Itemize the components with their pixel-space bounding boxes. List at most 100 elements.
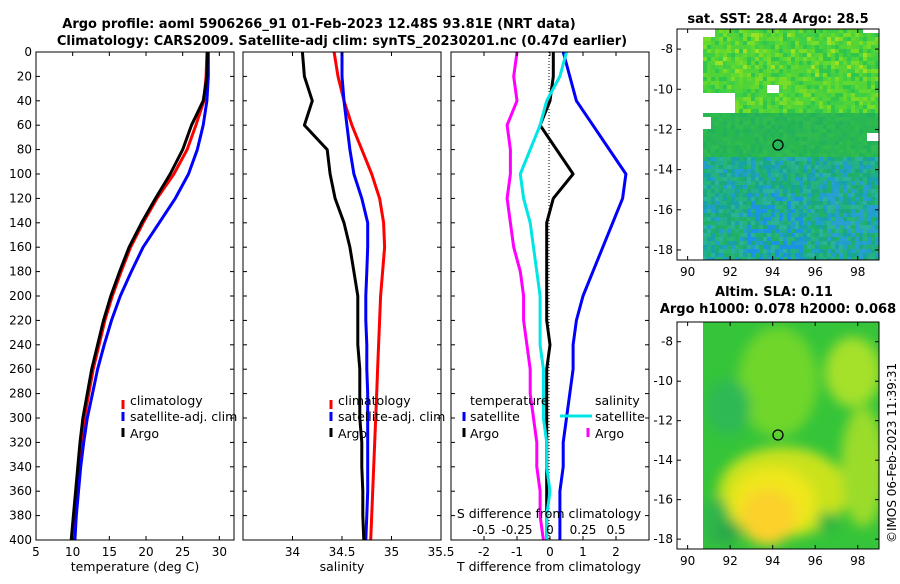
legend-argo: Argo: [130, 426, 159, 441]
s-diff-axis-label: S difference from climatology: [457, 506, 642, 521]
title-line-2: Climatology: CARS2009. Satellite-adj cli…: [57, 34, 627, 49]
depth-tick-label: 180: [9, 265, 32, 279]
lat-tick-label: -12: [653, 122, 673, 136]
x-tick-label: 25: [175, 545, 190, 559]
sst-heatmap: [703, 29, 879, 260]
lon-tick-label: 92: [723, 554, 738, 568]
legend-salinity-title: salinity: [595, 393, 640, 408]
salinity-panel: 34 34.5 35 35.5 salinity climatology satell…: [242, 51, 455, 574]
depth-tick-label: 240: [9, 338, 32, 352]
legend-argo: Argo: [338, 426, 367, 441]
t-diff-axis-label: T difference from climatology: [456, 559, 642, 574]
series-climatology: [71, 52, 209, 540]
legend-t-satellite: satellite: [470, 409, 520, 424]
title-line-1: Argo profile: aoml 5906266_91 01-Feb-202…: [62, 17, 575, 32]
sst-map-title: sat. SST: 28.4 Argo: 28.5: [687, 12, 868, 27]
depth-tick-label: 40: [17, 94, 32, 108]
lat-tick-label: -14: [653, 453, 673, 467]
imos-watermark: ©IMOS 06-Feb-2023 11:39:31: [885, 363, 899, 543]
sla-map-title-2: Argo h1000: 0.078 h2000: 0.068: [660, 302, 896, 317]
legend-temperature-title: temperature: [470, 393, 549, 408]
x-tick-label: 15: [102, 545, 117, 559]
series-salinity-argo: [505, 52, 545, 540]
lat-tick-label: -8: [661, 335, 673, 349]
x-tick-label: 35: [384, 545, 399, 559]
s-tick-label: -0.25: [501, 523, 532, 537]
lat-tick-label: -10: [653, 82, 673, 96]
depth-tick-label: 300: [9, 411, 32, 425]
lon-tick-label: 98: [850, 265, 865, 279]
legend-climatology: climatology: [338, 393, 411, 408]
depth-tick-label: 200: [9, 289, 32, 303]
legend-satellite-adj: satellite-adj. clim: [338, 409, 445, 424]
s-tick-label: 0.5: [606, 523, 625, 537]
argo-marker: [772, 139, 784, 151]
x-tick-label: 34.5: [329, 545, 356, 559]
temperature-panel: 0 20 40 60 80 100 120 140 160 180 200 220 240 260 280 3…: [9, 45, 237, 574]
x-tick-label: 1: [579, 545, 587, 559]
lat-tick-label: -16: [653, 493, 673, 507]
depth-tick-label: 0: [24, 45, 32, 59]
x-tick-label: 0: [546, 545, 554, 559]
s-tick-label: 0.25: [570, 523, 597, 537]
salinity-legend: climatology satellite-adj. clim Argo: [329, 393, 445, 441]
x-tick-label: -2: [478, 545, 490, 559]
legend-s-argo: Argo: [595, 426, 624, 441]
lon-tick-label: 90: [680, 554, 695, 568]
depth-tick-label: 360: [9, 484, 32, 498]
lat-tick-label: -12: [653, 414, 673, 428]
lon-tick-label: 90: [680, 265, 695, 279]
series-temperature-argo: [538, 52, 575, 540]
s-tick-label: 0: [546, 523, 554, 537]
legend-t-argo: Argo: [470, 426, 499, 441]
lat-tick-label: -18: [653, 243, 673, 257]
lon-tick-label: 92: [723, 265, 738, 279]
lat-tick-label: -16: [653, 203, 673, 217]
salinity-axis-label: salinity: [320, 559, 365, 574]
difference-legend: temperature satellite Argo salinity sate…: [462, 393, 645, 441]
temperature-axis-label: temperature (deg C): [71, 559, 200, 574]
x-tick-label: 2: [612, 545, 620, 559]
x-tick-label: 20: [138, 545, 153, 559]
temperature-legend: climatology satellite-adj. clim Argo: [121, 393, 237, 441]
lat-tick-label: -18: [653, 532, 673, 546]
series-argo: [300, 52, 366, 540]
series-temperature-satellite: [558, 52, 628, 540]
lon-tick-label: 96: [808, 554, 823, 568]
legend-s-satellite: satellite: [595, 409, 645, 424]
lon-tick-label: 96: [808, 265, 823, 279]
series-satellite-adj-clim: [340, 52, 370, 540]
depth-tick-label: 320: [9, 435, 32, 449]
x-tick-label: 30: [212, 545, 227, 559]
sla-heatmap: [703, 322, 879, 549]
legend-satellite-adj: satellite-adj. clim: [130, 409, 237, 424]
lon-tick-label: 94: [765, 265, 780, 279]
x-tick-label: -1: [511, 545, 523, 559]
difference-panel: -2 -1 0 1 2 T difference from climatology S …: [450, 51, 650, 574]
sla-map-title-1: Altim. SLA: 0.11: [715, 285, 833, 300]
depth-tick-label: 260: [9, 362, 32, 376]
lat-tick-label: -8: [661, 42, 673, 56]
depth-tick-label: 60: [17, 118, 32, 132]
s-tick-label: -0.5: [472, 523, 495, 537]
lon-tick-label: 94: [765, 554, 780, 568]
sla-map-panel: Altim. SLA: 0.11 Argo h1000: 0.078 h2000…: [653, 285, 896, 568]
series-salinity-satellite: [518, 52, 568, 540]
lat-tick-label: -10: [653, 374, 673, 388]
legend-climatology: climatology: [130, 393, 203, 408]
depth-tick-label: 280: [9, 387, 32, 401]
depth-tick-label: 160: [9, 240, 32, 254]
x-tick-label: 10: [65, 545, 80, 559]
depth-tick-label: 400: [9, 533, 32, 547]
argo-marker: [772, 429, 784, 441]
series-satellite-adj-clim: [73, 52, 210, 540]
sst-map-panel: sat. SST: 28.4 Argo: 28.5 -8 -10 -12 -14 -16…: [653, 12, 880, 279]
lon-tick-label: 98: [850, 554, 865, 568]
x-tick-label: 35.5: [428, 545, 455, 559]
depth-tick-label: 340: [9, 460, 32, 474]
depth-tick-label: 220: [9, 313, 32, 327]
lat-tick-label: -14: [653, 163, 673, 177]
series-climatology: [332, 52, 387, 540]
depth-tick-label: 140: [9, 216, 32, 230]
